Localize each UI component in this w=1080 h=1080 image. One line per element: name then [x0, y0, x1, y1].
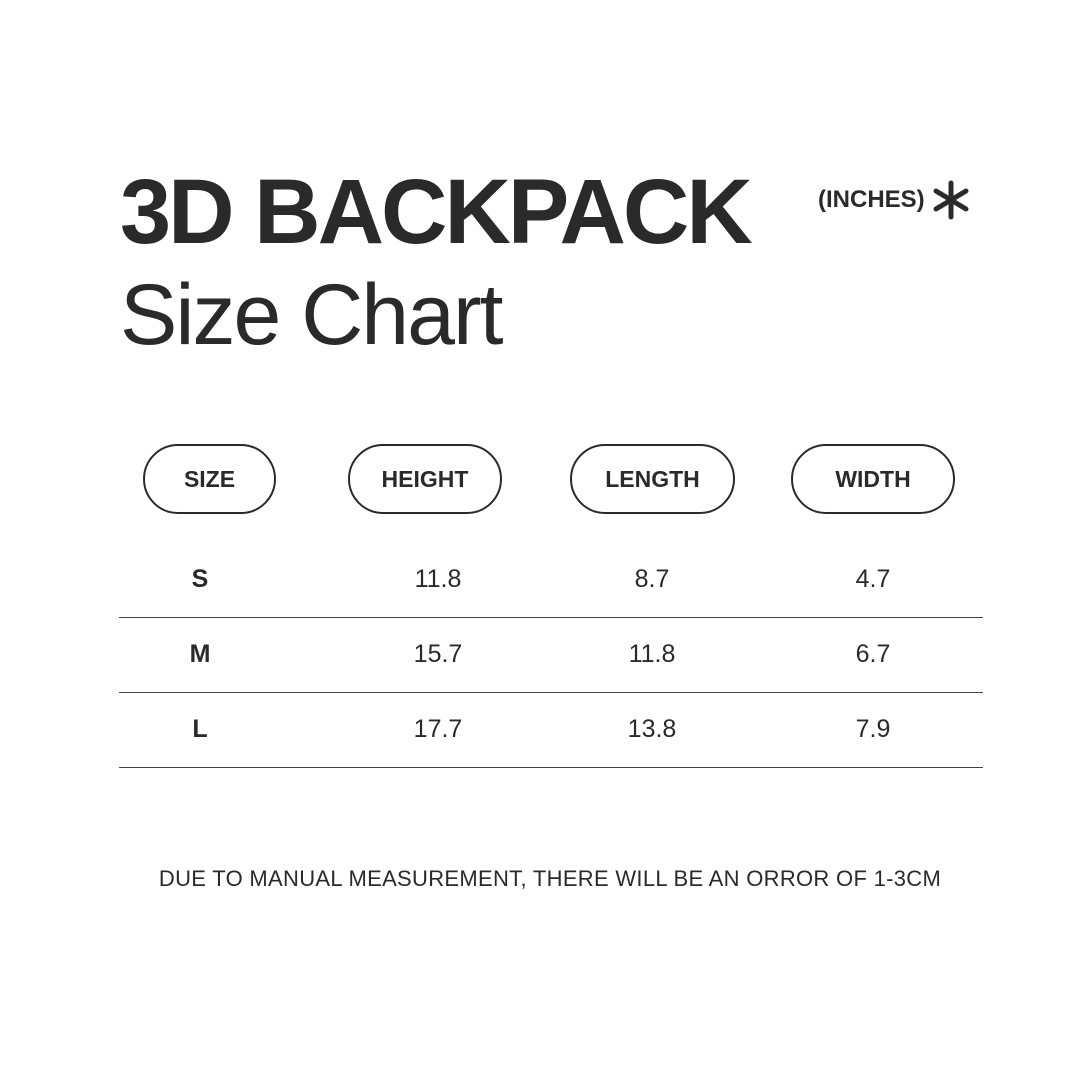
height-cell: 17.7	[413, 715, 463, 743]
length-cell: 11.8	[628, 640, 676, 668]
unit-text: (INCHES)	[818, 186, 925, 213]
height-cell: 15.7	[413, 640, 463, 668]
column-header-height: HEIGHT	[348, 444, 502, 514]
column-header-length: LENGTH	[570, 444, 735, 514]
size-cell: S	[191, 565, 209, 593]
column-header-size: SIZE	[143, 444, 276, 514]
size-cell: M	[189, 640, 211, 668]
column-header-width: WIDTH	[791, 444, 955, 514]
length-cell: 8.7	[634, 565, 670, 593]
table-row: S 11.8 8.7 4.7	[119, 542, 983, 618]
table-row: M 15.7 11.8 6.7	[119, 617, 983, 693]
size-cell: L	[192, 715, 208, 743]
length-cell: 13.8	[627, 715, 677, 743]
table-row: L 17.7 13.8 7.9	[119, 692, 983, 768]
width-cell: 4.7	[855, 565, 891, 593]
width-cell: 6.7	[855, 640, 891, 668]
unit-label: (INCHES)	[818, 180, 971, 220]
page-title: 3D BACKPACK	[120, 161, 753, 263]
measurement-note: DUE TO MANUAL MEASUREMENT, THERE WILL BE…	[158, 866, 942, 891]
page-subtitle: Size Chart	[120, 267, 503, 363]
height-cell: 11.8	[414, 565, 462, 593]
width-cell: 7.9	[855, 715, 891, 743]
asterisk-icon	[933, 180, 969, 220]
